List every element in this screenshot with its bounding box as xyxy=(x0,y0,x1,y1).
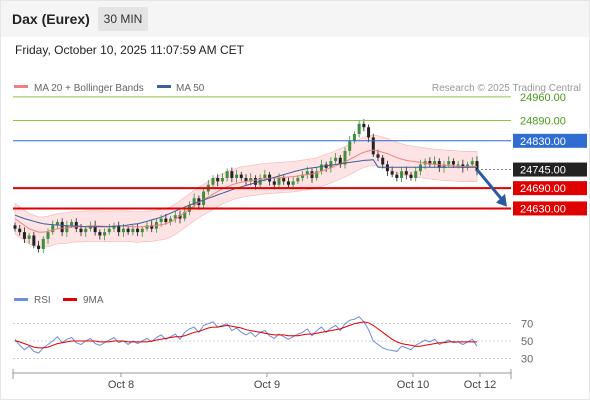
rsi-ma-legend-swatch xyxy=(63,298,77,301)
candle-body xyxy=(84,229,87,232)
candle-body xyxy=(216,178,219,181)
candle-body xyxy=(457,164,460,165)
candle-body xyxy=(447,161,450,164)
candle-body xyxy=(381,158,384,165)
candle-body xyxy=(254,178,257,185)
rsi-tick-label: 70 xyxy=(521,319,533,331)
candle-body xyxy=(372,137,375,154)
level-label: 24830.00 xyxy=(520,136,566,148)
candle-body xyxy=(358,124,361,134)
candle-body xyxy=(47,232,50,239)
candle-body xyxy=(296,178,299,181)
level-label: 24960.00 xyxy=(520,92,566,104)
candle-body xyxy=(61,222,64,232)
candle-body xyxy=(32,236,35,246)
candle-body xyxy=(395,175,398,178)
candle-body xyxy=(70,222,73,225)
candle-body xyxy=(240,175,243,178)
candle-body xyxy=(273,181,276,184)
candle-body xyxy=(400,171,403,178)
candle-body xyxy=(18,229,21,232)
candle-body xyxy=(377,154,380,157)
candle-body xyxy=(362,124,365,127)
rsi-tick-label: 50 xyxy=(521,336,533,348)
candle-body xyxy=(164,219,167,222)
candle-body xyxy=(367,127,370,137)
candle-body xyxy=(131,229,134,232)
candle-body xyxy=(160,219,163,222)
candle-body xyxy=(122,229,125,232)
ma50-legend-label: MA 50 xyxy=(176,83,205,94)
candle-body xyxy=(51,225,54,232)
candle-body xyxy=(37,246,40,249)
candle-body xyxy=(414,171,417,178)
candle-body xyxy=(42,239,45,249)
x-axis-tick-label: Oct 12 xyxy=(464,379,496,391)
candle-body xyxy=(108,229,111,232)
candle-body xyxy=(127,229,130,232)
candle-body xyxy=(334,158,337,161)
candle-body xyxy=(235,175,238,178)
candle-body xyxy=(136,229,139,232)
ma20-legend-swatch xyxy=(14,85,28,88)
level-label: 24630.00 xyxy=(520,203,566,215)
candle-body xyxy=(103,232,106,235)
forecast-arrow-shaft xyxy=(477,170,503,201)
rsi-legend-label: RSI xyxy=(34,295,51,306)
candle-body xyxy=(320,164,323,171)
rsi-ma-legend-label: 9MA xyxy=(83,295,104,306)
candle-body xyxy=(212,178,215,185)
x-axis-tick-label: Oct 8 xyxy=(108,379,134,391)
candle-body xyxy=(278,178,281,185)
candle-body xyxy=(221,178,224,181)
candle-body xyxy=(471,161,474,164)
rsi-line xyxy=(15,317,477,353)
rsi-tick-label: 30 xyxy=(521,353,533,365)
candle-body xyxy=(287,181,290,184)
candle-body xyxy=(14,225,17,228)
x-axis-tick-label: Oct 10 xyxy=(397,379,429,391)
candle-body xyxy=(226,171,229,178)
candle-body xyxy=(391,171,394,174)
candle-body xyxy=(263,175,266,178)
candle-body xyxy=(230,171,233,178)
ma50-legend-swatch xyxy=(157,85,171,88)
candle-body xyxy=(202,192,205,206)
candle-body xyxy=(452,161,455,164)
level-label: 24890.00 xyxy=(520,116,566,128)
candle-body xyxy=(80,229,83,232)
candle-body xyxy=(23,232,26,239)
candle-body xyxy=(353,134,356,141)
level-label: 24690.00 xyxy=(520,183,566,195)
candle-body xyxy=(292,181,295,184)
candle-body xyxy=(282,178,285,181)
x-axis-tick-label: Oct 9 xyxy=(254,379,280,391)
candle-body xyxy=(28,236,31,239)
candle-body xyxy=(65,225,68,232)
level-label: 24745.00 xyxy=(520,165,566,177)
candle-body xyxy=(98,232,101,235)
candle-body xyxy=(386,164,389,171)
ma20-legend-label: MA 20 + Bollinger Bands xyxy=(34,83,144,94)
candle-body xyxy=(311,171,314,178)
candle-body xyxy=(141,229,144,232)
candle-body xyxy=(410,175,413,178)
candle-body xyxy=(348,141,351,151)
rsi-legend-swatch xyxy=(14,298,28,301)
candle-body xyxy=(419,164,422,171)
candle-body xyxy=(75,222,78,229)
candle-body xyxy=(405,171,408,174)
